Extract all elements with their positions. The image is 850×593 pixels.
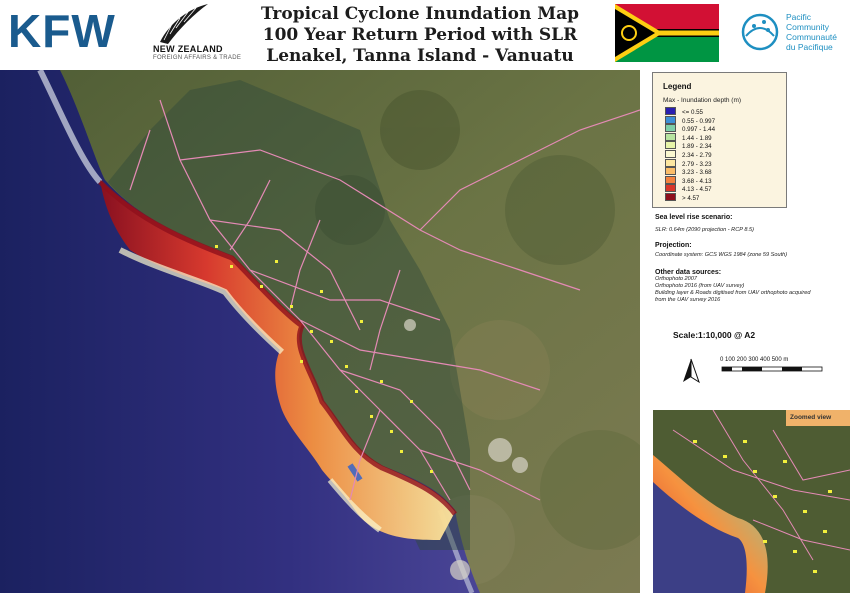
legend-class-label: 3.68 - 4.13	[682, 177, 712, 185]
pacific-community-logo-icon	[741, 13, 779, 51]
scale-bar-icon	[721, 366, 823, 372]
legend-swatch	[665, 107, 676, 115]
legend-class-row: 2.79 - 3.23	[665, 158, 712, 168]
zoomed-view-map[interactable]	[653, 410, 850, 593]
building-footprints	[215, 245, 433, 473]
sources-line2: Orthophoto 2016 (from UAV survey)	[655, 283, 745, 289]
legend-class-row: <= 0.55	[665, 107, 703, 116]
legend-swatch	[665, 175, 676, 184]
legend-class-label: 4.13 - 4.57	[682, 186, 712, 194]
slr-text: SLR: 0.64m (2090 projection - RCP 8.5)	[655, 227, 754, 233]
legend-class-label: 2.79 - 3.23	[682, 160, 712, 168]
legend-class-row: 2.34 - 2.79	[665, 150, 712, 159]
map-title-line3: Lenakel, Tanna Island - Vanuatu	[266, 46, 574, 66]
inundation-band	[100, 180, 455, 540]
legend-swatch	[665, 115, 676, 124]
legend-swatch	[665, 141, 676, 150]
legend-class-row: 3.68 - 4.13	[665, 175, 712, 185]
sources-heading: Other data sources:	[655, 269, 722, 276]
projection-heading: Projection:	[655, 242, 692, 249]
legend-class-row: 1.44 - 1.89	[665, 132, 712, 142]
sources-line1: Orthophoto 2007	[655, 276, 697, 282]
legend-class-label: 2.34 - 2.79	[682, 152, 712, 159]
zoom-inundation	[653, 455, 768, 593]
legend-class-label: 0.55 - 0.997	[682, 117, 716, 125]
map-title-line2: 100 Year Return Period with SLR	[262, 25, 578, 45]
legend-class-row: > 4.57	[665, 193, 700, 202]
legend-class-row: 4.13 - 4.57	[665, 184, 712, 194]
legend-class-row: 0.55 - 0.997	[665, 115, 716, 125]
map-title: Tropical Cyclone Inundation Map 100 Year…	[255, 4, 585, 67]
legend-swatch	[665, 158, 676, 167]
legend-class-label: 1.44 - 1.89	[682, 134, 712, 142]
legend-swatch	[665, 184, 676, 193]
scale-bar-labels: 0 100 200 300 400 500 m	[720, 357, 789, 363]
legend-panel: Legend Max - Inundation depth (m) <= 0.5…	[652, 72, 787, 208]
legend-title: Legend	[663, 82, 692, 91]
road-network	[129, 99, 640, 501]
scale-ratio: Scale:1:10,000 @ A2	[673, 330, 756, 340]
pacific-community-text: Pacific Community Communauté du Pacifiqu…	[786, 12, 838, 52]
legend-class-label: 0.997 - 1.44	[682, 126, 716, 134]
nz-logo-name: NEW ZEALAND	[153, 44, 223, 54]
urban-area	[404, 319, 528, 580]
legend-swatch	[665, 150, 676, 158]
legend-class-row: 0.997 - 1.44	[665, 124, 716, 134]
legend-class-row: 3.23 - 3.68	[665, 167, 712, 177]
sources-line4: from the UAV survey 2016	[655, 297, 721, 303]
legend-class-label: <= 0.55	[682, 109, 703, 116]
map-header: KFW NEW ZEALAND FOREIGN AFFAIRS & TRADE …	[0, 0, 850, 70]
vanuatu-flag-icon	[615, 4, 719, 62]
kfw-logo: KFW	[8, 5, 116, 57]
zoomed-view-label: Zoomed view	[786, 410, 850, 426]
north-arrow-icon	[683, 358, 700, 384]
projection-text: Coordinate system: GCS WGS 1984 (zone 59…	[655, 252, 788, 258]
legend-swatch	[665, 167, 676, 176]
inundation-map[interactable]	[0, 70, 640, 593]
legend-swatch	[665, 132, 676, 141]
legend-swatch	[665, 193, 676, 201]
nz-logo-subtitle: FOREIGN AFFAIRS & TRADE	[153, 55, 242, 61]
legend-class-row: 1.89 - 2.34	[665, 141, 712, 151]
vegetation-texture	[315, 90, 640, 585]
legend-subtitle: Max - Inundation depth (m)	[663, 97, 742, 104]
slr-heading: Sea level rise scenario:	[655, 214, 733, 221]
legend-swatch	[665, 124, 676, 133]
fern-logo-icon	[160, 4, 208, 44]
legend-class-label: > 4.57	[682, 195, 700, 202]
surf-line	[37, 70, 103, 185]
map-title-line1: Tropical Cyclone Inundation Map	[260, 4, 580, 24]
sources-line3: Building layer & Roads digitised from UA…	[655, 290, 811, 296]
legend-class-label: 3.23 - 3.68	[682, 169, 712, 177]
map-info: Sea level rise scenario: SLR: 0.64m (209…	[655, 214, 845, 304]
legend-class-label: 1.89 - 2.34	[682, 143, 712, 151]
